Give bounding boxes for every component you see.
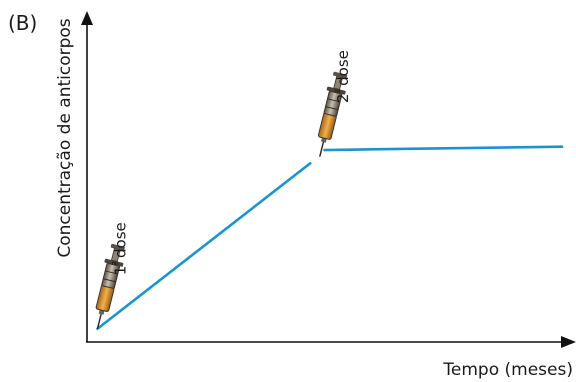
dose-number: 2: [334, 94, 352, 104]
series-0-segment-1: [323, 145, 564, 152]
dose-ordinal: ª: [334, 89, 345, 94]
dose-1-marker: 1ª dose: [87, 222, 129, 332]
dose-1-label: 1ª dose: [111, 222, 129, 275]
dose-number: 1: [111, 266, 129, 276]
series-0-segment-0: [96, 161, 312, 331]
series-layer: [96, 145, 564, 331]
y-axis-label: Concentração de anticorpos: [55, 18, 75, 257]
dose-2-marker: 2ª dose: [309, 50, 352, 160]
y-axis-arrow: [81, 11, 93, 25]
dose-2-label: 2ª dose: [334, 50, 352, 103]
x-axis-arrow: [561, 336, 576, 348]
dose-word: dose: [334, 50, 352, 86]
dose-ordinal: ª: [111, 261, 122, 266]
x-axis-label: Tempo (meses): [442, 360, 573, 380]
panel-label: (B): [8, 11, 37, 35]
dose-word: dose: [111, 222, 129, 258]
axes: [81, 11, 576, 348]
